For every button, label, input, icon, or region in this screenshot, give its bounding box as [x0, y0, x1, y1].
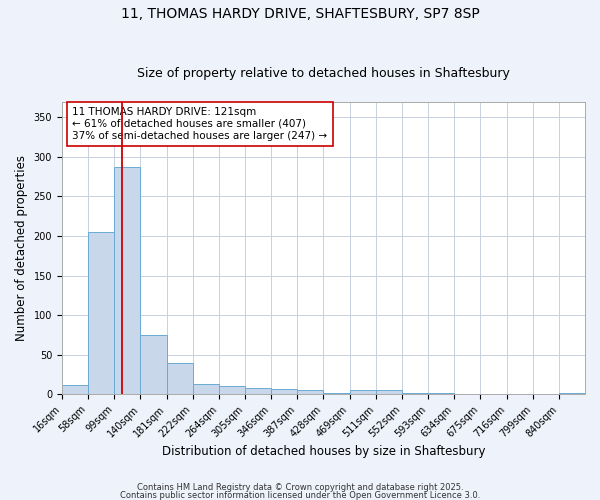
Text: Contains public sector information licensed under the Open Government Licence 3.: Contains public sector information licen…: [120, 490, 480, 500]
Text: 11, THOMAS HARDY DRIVE, SHAFTESBURY, SP7 8SP: 11, THOMAS HARDY DRIVE, SHAFTESBURY, SP7…: [121, 8, 479, 22]
Text: Contains HM Land Registry data © Crown copyright and database right 2025.: Contains HM Land Registry data © Crown c…: [137, 484, 463, 492]
Bar: [350, 390, 376, 394]
Text: 11 THOMAS HARDY DRIVE: 121sqm
← 61% of detached houses are smaller (407)
37% of : 11 THOMAS HARDY DRIVE: 121sqm ← 61% of d…: [73, 108, 328, 140]
Y-axis label: Number of detached properties: Number of detached properties: [15, 155, 28, 341]
Bar: [271, 390, 297, 394]
Bar: [193, 384, 219, 394]
Bar: [62, 384, 88, 394]
Bar: [323, 392, 350, 394]
Bar: [402, 392, 428, 394]
Bar: [559, 392, 585, 394]
Bar: [140, 335, 167, 394]
Bar: [376, 390, 402, 394]
Bar: [219, 386, 245, 394]
Bar: [167, 362, 193, 394]
Bar: [114, 167, 140, 394]
Title: Size of property relative to detached houses in Shaftesbury: Size of property relative to detached ho…: [137, 66, 510, 80]
Bar: [245, 388, 271, 394]
X-axis label: Distribution of detached houses by size in Shaftesbury: Distribution of detached houses by size …: [162, 444, 485, 458]
Bar: [88, 232, 114, 394]
Bar: [297, 390, 323, 394]
